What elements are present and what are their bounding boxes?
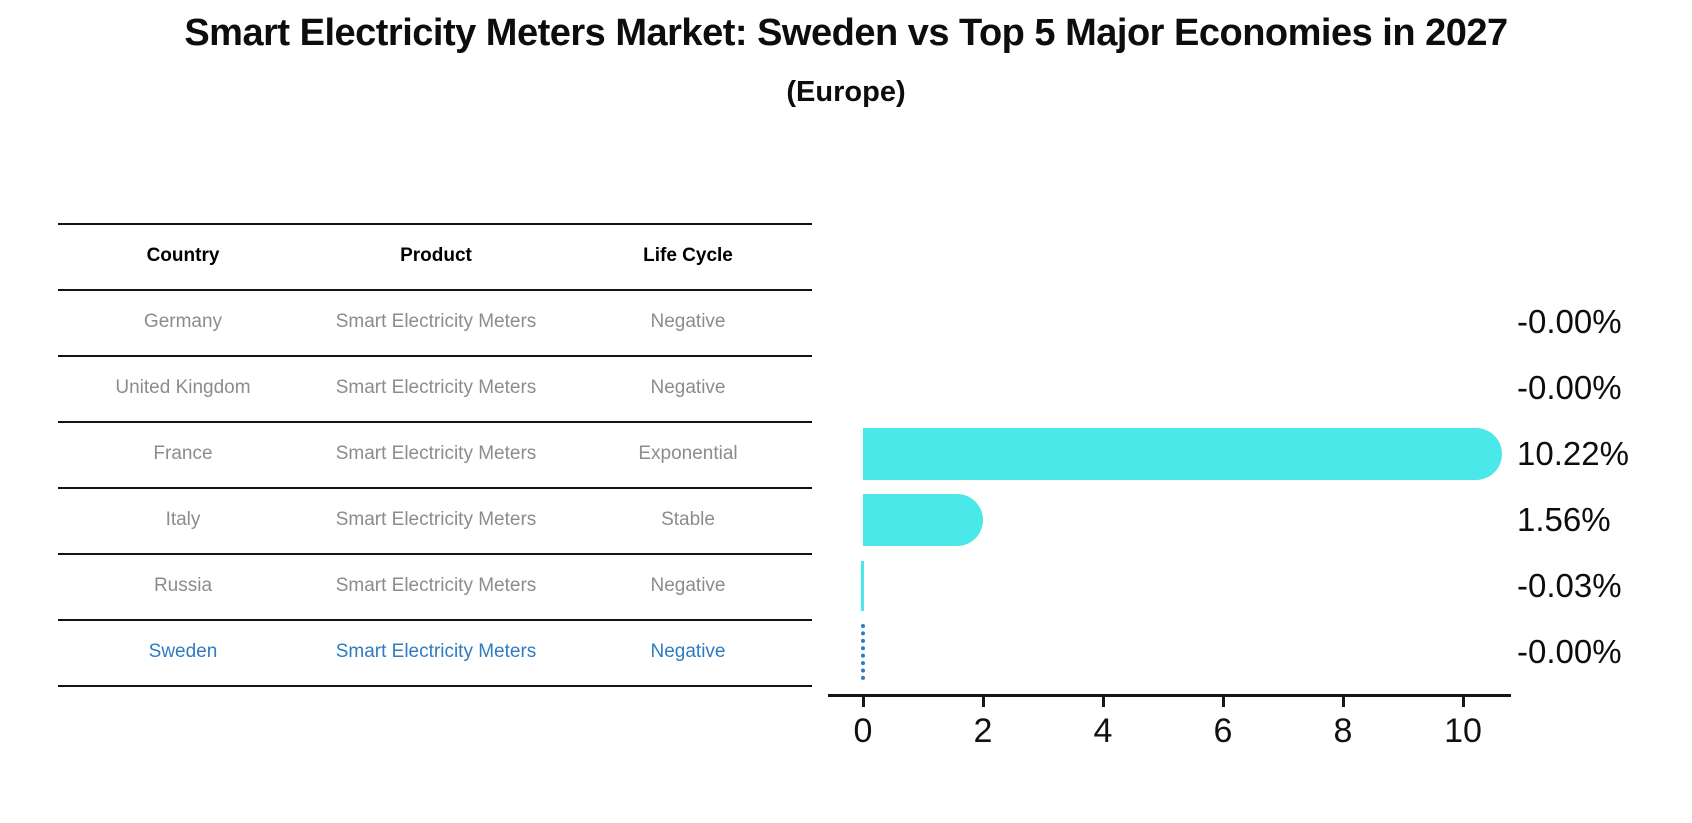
cell-product: Smart Electricity Meters — [335, 509, 537, 530]
value-label-united-kingdom: -0.00% — [1517, 369, 1622, 406]
value-label-germany: -0.00% — [1517, 303, 1622, 340]
x-tick-label-10: 10 — [1444, 712, 1482, 750]
x-tick — [1102, 697, 1105, 707]
x-tick — [862, 697, 865, 707]
x-tick-label-0: 0 — [853, 712, 873, 750]
value-label-sweden: -0.00% — [1517, 633, 1622, 670]
column-header-country: Country — [146, 245, 220, 266]
bar-sweden — [861, 624, 865, 680]
bar-italy — [863, 494, 983, 546]
cell-country: United Kingdom — [115, 377, 251, 398]
table-rule — [58, 223, 812, 225]
cell-product: Smart Electricity Meters — [335, 311, 537, 332]
cell-life-cycle: Negative — [650, 641, 726, 662]
bar-russia — [861, 561, 864, 611]
cell-product: Smart Electricity Meters — [335, 641, 537, 662]
cell-product: Smart Electricity Meters — [335, 443, 537, 464]
cell-life-cycle: Negative — [650, 575, 726, 596]
table-rule — [58, 685, 812, 687]
cell-country: France — [153, 443, 213, 464]
cell-life-cycle: Exponential — [638, 443, 738, 464]
column-header-life-cycle: Life Cycle — [643, 245, 733, 266]
cell-product: Smart Electricity Meters — [335, 575, 537, 596]
value-label-russia: -0.03% — [1517, 567, 1622, 604]
table-rule — [58, 421, 812, 423]
cell-life-cycle: Negative — [650, 377, 726, 398]
table-rule — [58, 355, 812, 357]
cell-country: Russia — [153, 575, 213, 596]
x-tick — [1342, 697, 1345, 707]
x-tick — [1222, 697, 1225, 707]
cell-life-cycle: Stable — [661, 509, 715, 530]
x-tick-label-8: 8 — [1333, 712, 1353, 750]
table-rule — [58, 289, 812, 291]
bar-france — [863, 428, 1503, 480]
chart-title: Smart Electricity Meters Market: Sweden … — [184, 12, 1508, 54]
cell-life-cycle: Negative — [650, 311, 726, 332]
value-label-italy: 1.56% — [1517, 501, 1611, 538]
column-header-product: Product — [400, 245, 472, 266]
x-tick — [982, 697, 985, 707]
cell-country: Sweden — [148, 641, 218, 662]
x-tick-label-4: 4 — [1093, 712, 1113, 750]
x-tick-label-6: 6 — [1213, 712, 1233, 750]
cell-country: Germany — [143, 311, 223, 332]
table-rule — [58, 553, 812, 555]
x-axis-line — [828, 694, 1511, 697]
x-tick-label-2: 2 — [973, 712, 993, 750]
cell-product: Smart Electricity Meters — [335, 377, 537, 398]
x-tick — [1462, 697, 1465, 707]
table-rule — [58, 487, 812, 489]
value-label-france: 10.22% — [1517, 435, 1629, 472]
chart-subtitle: (Europe) — [786, 76, 906, 108]
table-rule — [58, 619, 812, 621]
cell-country: Italy — [165, 509, 201, 530]
